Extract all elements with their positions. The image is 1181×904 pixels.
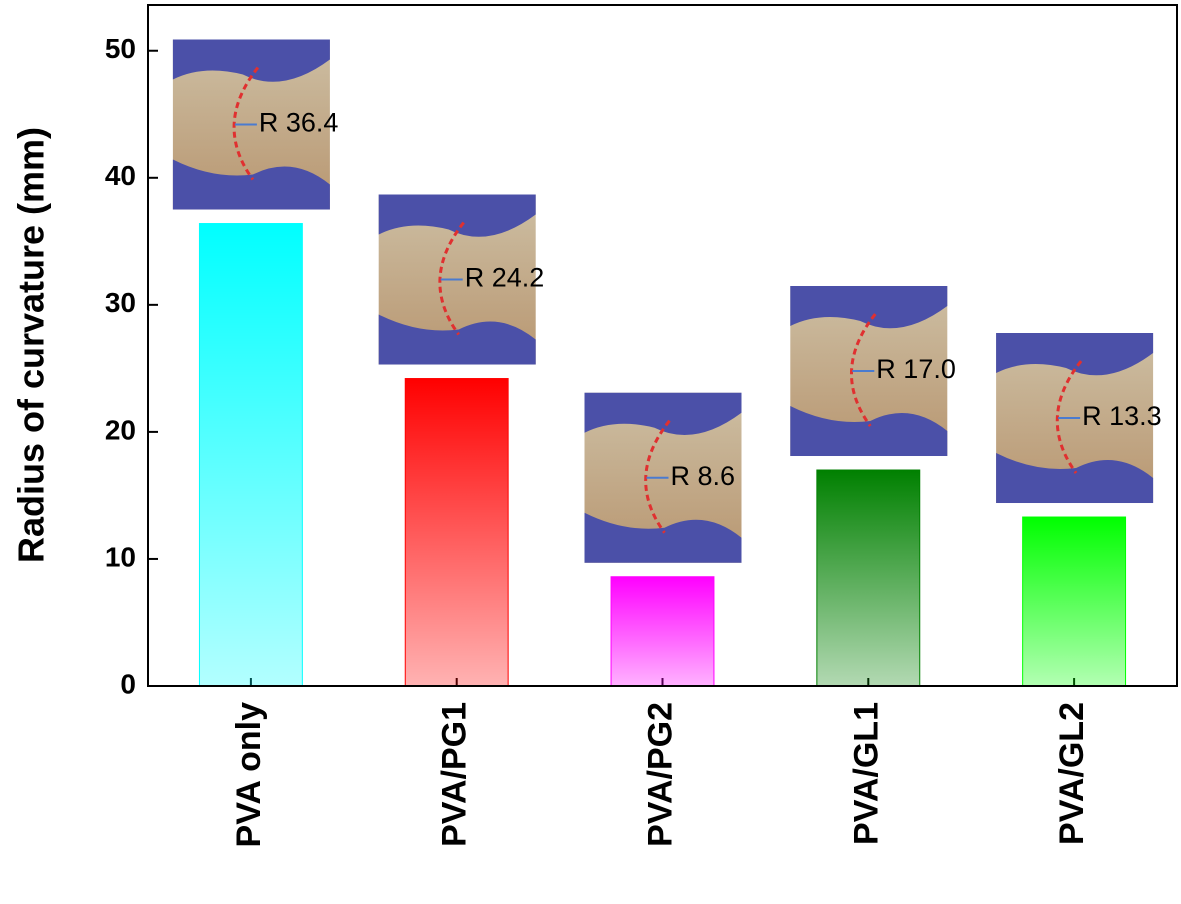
y-tick-label: 20 — [105, 414, 136, 445]
x-tick-label: PVA/PG1 — [436, 702, 474, 847]
value-label: R 8.6 — [671, 461, 736, 491]
finger-bottom — [584, 512, 742, 563]
y-tick-label: 10 — [105, 541, 136, 572]
y-tick-label: 0 — [120, 668, 136, 699]
finger-top — [584, 392, 742, 436]
finger-bottom — [172, 159, 330, 210]
y-tick-label: 30 — [105, 287, 136, 318]
bar — [610, 576, 715, 687]
finger-top — [172, 39, 330, 82]
inset-photo — [790, 286, 948, 457]
x-tick-label: PVA only — [230, 702, 268, 848]
inset-photo — [584, 392, 742, 563]
finger-top — [790, 286, 948, 329]
inset-photo — [996, 333, 1154, 504]
sample-curve — [1055, 360, 1083, 474]
sample-curve — [438, 221, 465, 336]
inset-photo — [378, 194, 536, 365]
sample-curve — [850, 313, 877, 427]
value-label: R 13.3 — [1082, 401, 1162, 431]
bar — [816, 469, 921, 687]
bar — [198, 223, 303, 687]
x-tick-label: PVA/GL2 — [1053, 702, 1091, 845]
y-tick-label: 50 — [105, 33, 136, 64]
value-label: R 17.0 — [876, 354, 956, 384]
x-tick-label: PVA/PG2 — [641, 702, 679, 847]
finger-bottom — [378, 314, 536, 365]
sample-curve — [644, 419, 671, 534]
plot-frame — [147, 4, 1178, 687]
sample-curve — [232, 66, 260, 181]
inset-photo — [172, 39, 330, 210]
value-label: R 24.2 — [465, 263, 545, 293]
finger-bottom — [996, 453, 1154, 504]
bar — [404, 378, 509, 687]
x-tick-label: PVA/GL1 — [847, 702, 885, 845]
y-axis-title: Radius of curvature (mm) — [11, 127, 52, 563]
finger-top — [996, 333, 1154, 376]
finger-top — [378, 194, 536, 237]
bar — [1022, 516, 1127, 687]
value-label: R 36.4 — [259, 108, 339, 138]
y-tick-label: 40 — [105, 160, 136, 191]
finger-bottom — [790, 406, 948, 457]
